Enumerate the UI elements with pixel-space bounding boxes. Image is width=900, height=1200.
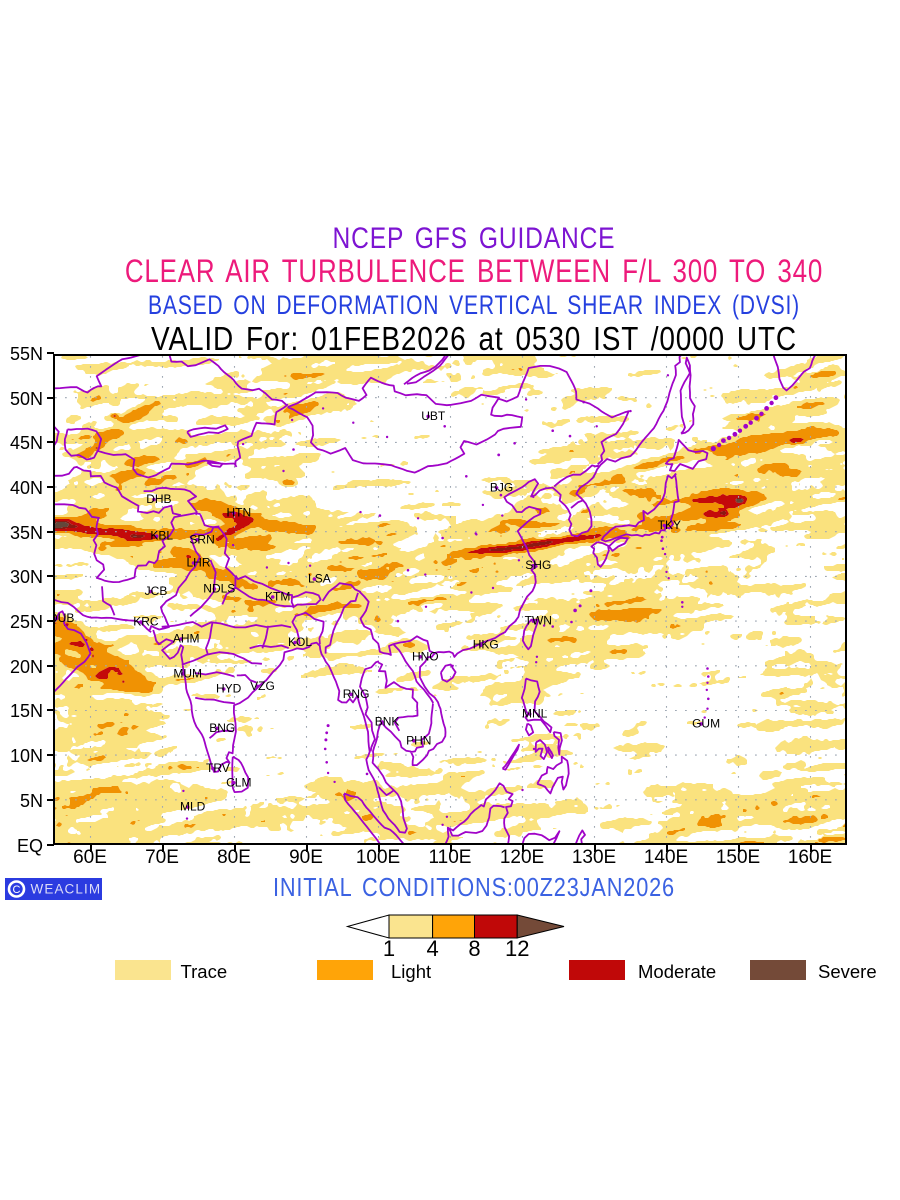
svg-text:C: C: [13, 884, 21, 896]
svg-text:WEACLIM: WEACLIM: [31, 882, 102, 897]
svg-text:HYD: HYD: [216, 682, 242, 696]
svg-text:JCB: JCB: [145, 584, 168, 598]
svg-text:NDLS: NDLS: [203, 581, 235, 595]
svg-text:RNG: RNG: [343, 687, 370, 701]
svg-text:MNL: MNL: [522, 707, 548, 721]
svg-text:CLM: CLM: [226, 775, 251, 789]
svg-text:HNO: HNO: [412, 649, 439, 663]
svg-text:HTN: HTN: [226, 506, 251, 520]
svg-text:SRN: SRN: [189, 532, 214, 546]
svg-text:TKY: TKY: [658, 518, 681, 532]
svg-text:DUB: DUB: [53, 611, 74, 625]
svg-text:AHM: AHM: [173, 632, 200, 646]
svg-text:HKG: HKG: [473, 638, 499, 652]
svg-text:4: 4: [426, 936, 438, 961]
svg-text:TWN: TWN: [525, 614, 552, 628]
svg-text:BNG: BNG: [209, 721, 235, 735]
svg-text:KBL: KBL: [150, 529, 173, 543]
svg-text:KTM: KTM: [265, 590, 290, 604]
svg-text:SHG: SHG: [525, 558, 551, 572]
svg-text:12: 12: [505, 936, 529, 961]
svg-text:UBT: UBT: [421, 409, 446, 423]
svg-text:KRC: KRC: [133, 615, 159, 629]
svg-text:1: 1: [383, 936, 395, 961]
svg-text:GUM: GUM: [692, 716, 720, 730]
svg-text:PHN: PHN: [406, 733, 431, 747]
svg-text:TRV: TRV: [206, 761, 230, 775]
svg-text:VZG: VZG: [250, 679, 275, 693]
svg-text:MLD: MLD: [180, 800, 206, 814]
svg-text:DHB: DHB: [146, 492, 171, 506]
svg-text:BNK: BNK: [375, 715, 400, 729]
svg-text:LSA: LSA: [308, 572, 331, 586]
svg-text:LHR: LHR: [186, 556, 210, 570]
svg-text:MUM: MUM: [173, 666, 202, 680]
svg-text:8: 8: [468, 936, 480, 961]
svg-text:KOL: KOL: [288, 635, 312, 649]
svg-text:BJG: BJG: [490, 480, 513, 494]
